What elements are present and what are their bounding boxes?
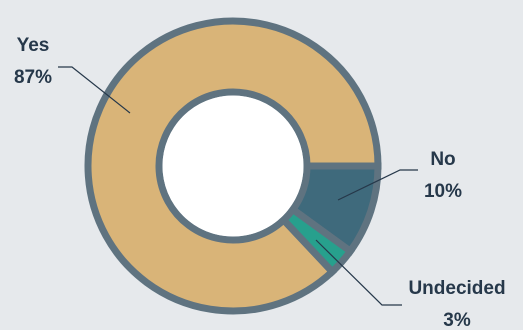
leader-line-undecided [315, 239, 402, 306]
slice-label-no-value: 10% [424, 181, 462, 202]
slice-label-undecided-category: Undecided [408, 278, 505, 299]
donut-hole [162, 95, 304, 237]
slice-label-yes-category: Yes [17, 35, 50, 56]
labels-group: Yes 87% No 10% Undecided 3% [14, 35, 506, 330]
leader-lines [58, 66, 418, 306]
leader-line-no [337, 169, 418, 201]
slices-group [84, 17, 382, 315]
leader-line-yes [58, 66, 131, 114]
slice-label-undecided-value: 3% [443, 310, 471, 330]
slice-label-yes-value: 87% [14, 67, 52, 88]
slice-label-no-category: No [430, 149, 455, 170]
slice-yes [84, 17, 382, 315]
